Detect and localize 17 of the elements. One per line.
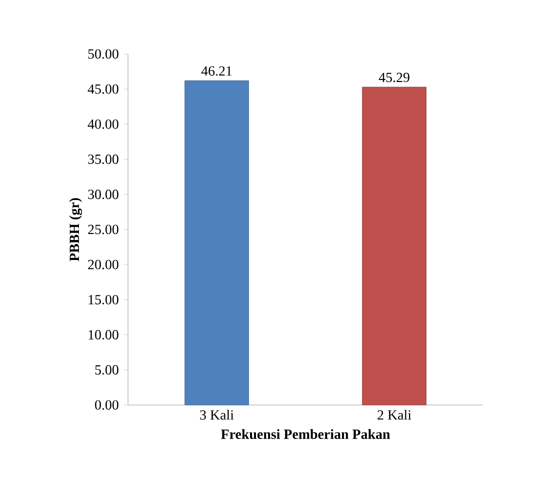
y-axis-title: PBBH (gr) — [69, 198, 82, 262]
x-tick-label: 2 Kali — [378, 410, 412, 420]
y-tick-label: 30.00 — [88, 190, 118, 200]
y-tick-label: 20.00 — [88, 260, 118, 270]
y-tick-label: 40.00 — [88, 119, 118, 129]
y-tick-label: 35.00 — [88, 154, 118, 164]
data-label: 46.21 — [201, 66, 232, 76]
x-tick-label: 3 Kali — [200, 410, 234, 420]
y-tick-label: 25.00 — [88, 224, 118, 234]
y-tick-label: 45.00 — [88, 84, 118, 94]
y-tick-label: 15.00 — [88, 294, 118, 304]
y-tick-label: 50.00 — [88, 49, 118, 59]
y-tick-label: 0.00 — [95, 400, 118, 410]
y-tick-label: 10.00 — [88, 330, 118, 340]
data-label: 45.29 — [378, 72, 410, 82]
y-tick-label: 5.00 — [95, 365, 118, 375]
x-axis-title: Frekuensi Pemberian Pakan — [221, 429, 390, 439]
